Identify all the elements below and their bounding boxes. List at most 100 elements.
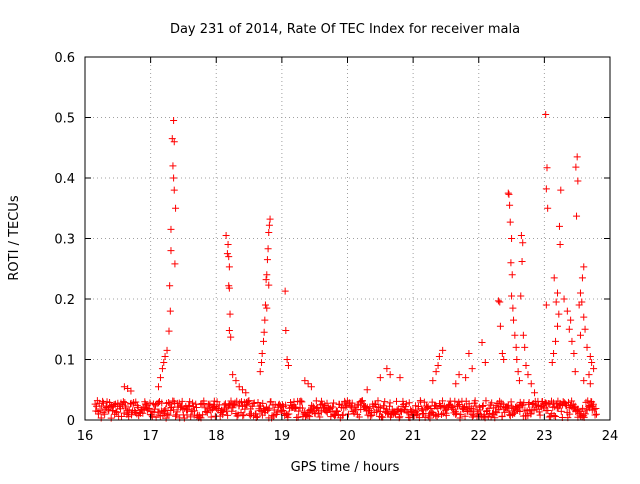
data-point [478,402,486,410]
data-point [199,411,207,419]
data-point [544,204,552,212]
data-point [527,410,535,418]
data-point [536,411,544,419]
x-axis-label: GPS time / hours [291,460,400,475]
data-point [508,271,516,279]
data-point [192,403,200,411]
data-point [148,413,156,421]
data-point [265,281,273,289]
data-point [301,377,309,385]
data-point [250,399,258,407]
data-point [435,352,443,360]
data-point [506,218,514,226]
data-point [584,397,592,405]
data-point [506,201,514,209]
data-point [284,362,292,370]
data-point [258,359,266,367]
data-point [393,397,401,405]
data-point [402,400,410,408]
data-point [239,412,247,420]
data-point [521,343,529,351]
data-point [495,406,503,414]
data-point [262,276,270,284]
data-point [543,164,551,172]
data-point [496,397,504,405]
data-point [554,322,561,330]
x-tick-label: 24 [602,429,619,444]
data-point [481,359,489,367]
data-point [108,407,116,415]
data-point [256,368,264,376]
data-point [222,231,230,239]
data-point [160,409,168,417]
data-point [169,162,177,170]
data-point [571,368,579,376]
data-point [580,412,588,420]
data-point [259,399,267,407]
data-point [505,190,513,198]
data-point [127,387,135,395]
data-point [579,404,587,412]
data-point [565,325,573,333]
data-point [317,408,325,416]
data-point [235,383,243,391]
data-point [185,401,193,409]
data-point [590,365,598,373]
data-point [223,250,231,258]
data-point [576,289,584,297]
data-point [488,409,496,417]
data-point [264,406,272,414]
data-point [170,186,178,194]
data-point [461,412,469,420]
data-point [112,408,120,416]
data-point [429,377,437,385]
data-point [573,153,581,161]
data-point [422,402,430,410]
data-point [412,402,420,410]
data-point [510,316,518,324]
data-point [320,403,328,411]
data-point [420,410,428,418]
data-point [457,410,465,418]
data-point [203,409,211,417]
data-point [121,399,129,407]
data-point [228,407,236,415]
data-point [590,405,598,413]
data-point [516,407,524,415]
data-point [282,326,290,334]
data-point [494,297,502,305]
x-tick-label: 18 [208,429,225,444]
data-point [243,401,251,409]
data-point [567,316,575,324]
data-point [366,404,374,412]
x-tick-label: 23 [536,429,553,444]
data-point [524,371,532,379]
y-tick-label: 0.5 [54,112,75,127]
data-point [592,410,600,418]
data-point [472,402,480,410]
data-point [258,349,266,357]
data-point [586,380,594,388]
data-point [357,405,365,413]
data-point [201,404,209,412]
data-point [571,402,579,410]
data-point [555,222,563,230]
data-point [170,174,178,182]
data-point [522,362,530,370]
data-point [556,241,564,249]
data-point [570,349,578,357]
data-point [513,356,521,363]
data-point [505,407,513,415]
data-point [260,328,268,336]
data-point [500,356,508,363]
data-point [512,343,520,351]
data-point [264,245,272,253]
data-point [583,343,591,351]
data-point [527,380,535,388]
data-point [295,407,303,415]
data-point [141,400,149,408]
data-point [281,287,289,295]
data-point [405,399,413,407]
y-tick-label: 0.3 [54,233,75,248]
data-point [568,397,576,405]
